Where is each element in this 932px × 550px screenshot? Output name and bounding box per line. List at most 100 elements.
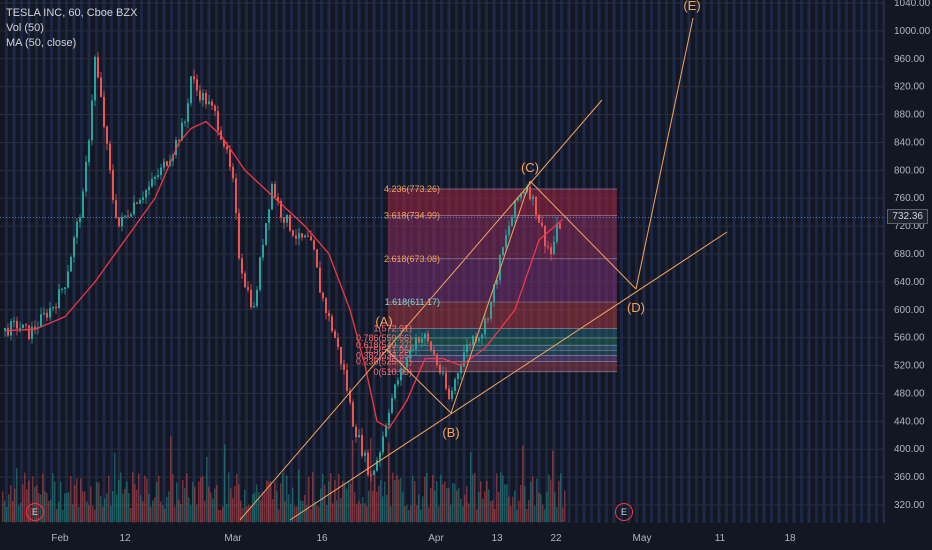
grid-stripe [215,0,218,523]
legend-volume[interactable]: Vol (50) [6,22,44,34]
y-tick-label: 960.00 [894,54,925,65]
volume-bar [102,506,104,522]
candle-body [442,372,444,374]
candle-body [163,161,165,168]
volume-bar [20,502,22,522]
candle-body [91,100,93,141]
volume-bar [532,476,534,522]
volume-bar [280,483,282,522]
grid-stripe [860,0,863,523]
volume-bar [64,493,66,522]
volume-bar [58,501,60,522]
candle-body [100,77,102,97]
candle-body [508,226,510,236]
legend-ma[interactable]: MA (50, close) [6,37,77,49]
volume-bar [480,481,482,522]
candle-body [151,178,153,187]
x-tick-label: 18 [784,533,796,544]
volume-bar [42,473,44,522]
volume-bar [510,506,512,522]
fib-zone [388,258,617,302]
volume-bar [442,484,444,522]
volume-bar [12,501,14,522]
volume-bar [482,498,484,522]
volume-bar [230,488,232,522]
volume-bar [258,492,260,522]
candle-body [196,79,198,91]
candle-body [82,191,84,218]
x-tick-label: 22 [550,533,562,544]
candle-body [25,324,27,326]
volume-bar [166,496,168,522]
volume-bar [114,452,116,522]
grid-stripe [50,0,53,523]
volume-bar [486,480,488,522]
volume-bar [544,509,546,522]
candle-body [391,398,393,413]
volume-bar [92,505,94,522]
grid-stripe [65,0,68,523]
volume-bar [338,473,340,522]
volume-bar [106,493,108,522]
x-tick-label: Feb [51,533,69,544]
volume-bar [182,479,184,522]
volume-bar [46,492,48,522]
candle-body [310,236,312,241]
volume-bar [546,491,548,522]
candle-body [349,390,351,403]
grid-stripe [710,0,713,523]
volume-bar [278,509,280,522]
volume-bar [418,494,420,522]
volume-bar [284,501,286,522]
candle-body [388,412,390,426]
volume-bar [32,476,34,522]
candle-body [373,470,375,475]
volume-bar [564,490,566,522]
earnings-event-marker[interactable]: E [26,503,44,521]
candle-body [298,233,300,239]
volume-bar [528,500,530,522]
candle-body [130,214,132,217]
candle-body [241,258,243,274]
volume-bar [154,497,156,522]
volume-bar [136,489,138,522]
grid-stripe [800,0,803,523]
volume-bar [440,474,442,522]
wave-label: (B) [442,425,459,440]
candle-body [271,184,273,210]
candle-body [112,170,114,201]
volume-bar [172,474,174,522]
candle-body [307,235,309,237]
candle-body [292,230,294,236]
volume-bar [238,484,240,522]
volume-bar [256,484,258,522]
volume-bar [146,478,148,522]
volume-bar [430,487,432,522]
candle-body [541,222,543,226]
volume-bar [456,490,458,522]
volume-bar [138,473,140,522]
candle-body [73,237,75,257]
grid-stripe [170,0,173,523]
grid-stripe [702,0,706,523]
earnings-event-marker[interactable]: E [615,503,633,521]
candle-body [394,384,396,399]
volume-bar [488,489,490,522]
volume-bar [300,500,302,522]
volume-bar [132,472,134,522]
grid-stripe [312,0,316,523]
grid-stripe [815,0,818,523]
candle-body [214,105,216,112]
candle-body [538,214,540,223]
legend-symbol[interactable]: TESLA INC, 60, Cboe BZX [6,7,138,19]
grid-stripe [275,0,278,523]
candle-body [313,240,315,250]
volume-bar [366,506,368,522]
grid-stripe [732,0,736,523]
volume-series [2,436,566,522]
volume-bar [82,491,84,522]
volume-bar [460,498,462,522]
candle-body [496,280,498,285]
